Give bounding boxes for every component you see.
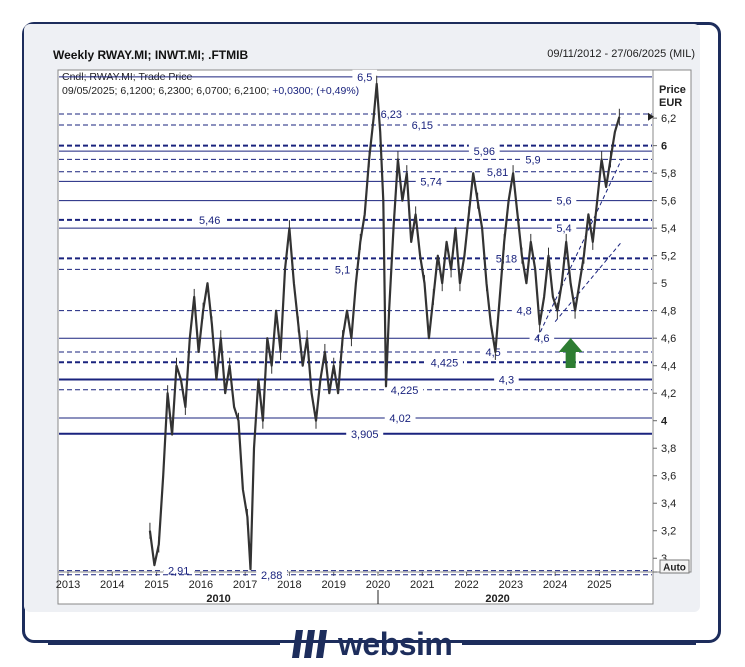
trend-channel-line: [536, 159, 623, 339]
level-label-bg: [415, 174, 447, 188]
decade-label: 2010: [206, 593, 230, 605]
x-tick-label: 2019: [321, 579, 345, 591]
level-label-bg: [406, 118, 438, 132]
brand-divider-right: [462, 642, 696, 645]
y-axis-title: Price: [659, 84, 686, 96]
x-tick-label: 2014: [100, 579, 124, 591]
y-tick-label: 3,8: [661, 443, 676, 455]
x-tick-label: 2013: [56, 579, 80, 591]
level-label: 4,425: [431, 357, 459, 369]
level-label-bg: [482, 164, 513, 178]
level-label-bg: [163, 563, 195, 577]
y-axis-band: [652, 69, 692, 573]
x-tick-label: 2020: [366, 579, 390, 591]
level-label-bg: [386, 382, 424, 396]
x-tick-label: 2022: [454, 579, 478, 591]
x-tick-label: 2016: [189, 579, 213, 591]
up-arrow-icon: [558, 337, 583, 368]
level-label-bg: [551, 221, 577, 235]
legend-change: +0,0300; (+0,49%): [272, 85, 359, 97]
legend-ohlc: 09/05/2025; 6,1200; 6,2300; 6,0700; 6,21…: [62, 85, 272, 97]
y-tick-label: 3,6: [661, 471, 676, 483]
level-label: 5,1: [335, 264, 350, 276]
level-label: 6,5: [357, 72, 372, 84]
y-tick-label: 4,6: [661, 333, 676, 345]
level-label: 2,91: [168, 566, 189, 578]
x-tick-label: 2018: [277, 579, 301, 591]
level-label: 5,96: [474, 146, 495, 158]
level-label: 5,74: [420, 176, 441, 188]
level-label: 4,5: [485, 347, 500, 359]
last-price-marker: [648, 112, 654, 121]
level-label: 5,9: [525, 154, 540, 166]
level-label-bg: [384, 410, 416, 424]
level-label: 5,6: [556, 196, 571, 208]
y-tick-label: 5,8: [661, 168, 676, 180]
level-label-bg: [494, 372, 519, 386]
level-label-bg: [551, 193, 577, 207]
websim-logo-icon: [292, 630, 327, 658]
y-tick-label: 3,2: [661, 526, 676, 538]
x-tick-label: 2015: [144, 579, 168, 591]
date-range: 09/11/2012 - 27/06/2025 (MIL): [547, 48, 695, 60]
level-label-bg: [194, 212, 226, 226]
level-label-bg: [491, 251, 522, 265]
y-axis-unit: EUR: [659, 97, 682, 109]
chart-title: Weekly RWAY.MI; INWT.MI; .FTMIB: [53, 48, 249, 62]
level-label-bg: [529, 331, 555, 345]
level-label-bg: [352, 69, 378, 83]
y-tick-label: 5,2: [661, 251, 676, 263]
legend-values: 09/05/2025; 6,1200; 6,2300; 6,0700; 6,21…: [62, 85, 359, 97]
plot-area: [57, 69, 654, 573]
level-label: 4,225: [391, 385, 419, 397]
y-tick-label: 4,8: [661, 306, 676, 318]
brand-divider-left: [48, 642, 280, 645]
level-label: 5,18: [496, 253, 517, 265]
y-tick-label: 4: [661, 416, 668, 428]
level-label: 3,905: [351, 429, 379, 441]
level-label: 4,6: [534, 333, 549, 345]
x-axis-band: [57, 571, 654, 605]
level-label: 5,81: [487, 167, 508, 179]
level-label-bg: [256, 567, 288, 581]
level-label: 2,88: [261, 570, 282, 582]
y-tick-label: 3,4: [661, 498, 676, 510]
level-label-bg: [346, 426, 384, 440]
x-tick-label: 2017: [233, 579, 257, 591]
x-tick-label: 2023: [499, 579, 523, 591]
level-label: 6,15: [412, 120, 433, 132]
y-tick-label: 5,4: [661, 223, 676, 235]
auto-button: [659, 559, 690, 574]
level-label: 4,3: [499, 374, 514, 386]
level-label-bg: [511, 303, 537, 317]
level-label: 6,23: [381, 109, 402, 121]
x-tick-label: 2024: [543, 579, 567, 591]
level-label-bg: [468, 144, 500, 158]
y-tick-label: 5,6: [661, 196, 676, 208]
level-label-bg: [425, 355, 463, 369]
level-label: 5,46: [199, 215, 220, 227]
decade-label: 2020: [485, 593, 509, 605]
y-tick-label: 6,2: [661, 113, 676, 125]
auto-button-label[interactable]: Auto: [663, 563, 686, 574]
level-label-bg: [480, 344, 506, 358]
level-label-bg: [330, 262, 355, 276]
y-tick-label: 5: [661, 278, 667, 290]
level-label: 5,4: [556, 223, 571, 235]
level-label-bg: [375, 107, 407, 121]
x-tick-label: 2021: [410, 579, 434, 591]
y-tick-label: 4,4: [661, 361, 676, 373]
x-tick-label: 2025: [587, 579, 611, 591]
level-label-bg: [520, 152, 546, 166]
y-tick-label: 3: [661, 553, 667, 565]
level-label: 4,02: [389, 413, 410, 425]
y-tick-label: 6: [661, 141, 667, 153]
brand-name: websim: [338, 626, 453, 662]
level-label: 4,8: [516, 306, 531, 318]
trend-channel-line: [554, 241, 622, 323]
y-tick-label: 4,2: [661, 388, 676, 400]
